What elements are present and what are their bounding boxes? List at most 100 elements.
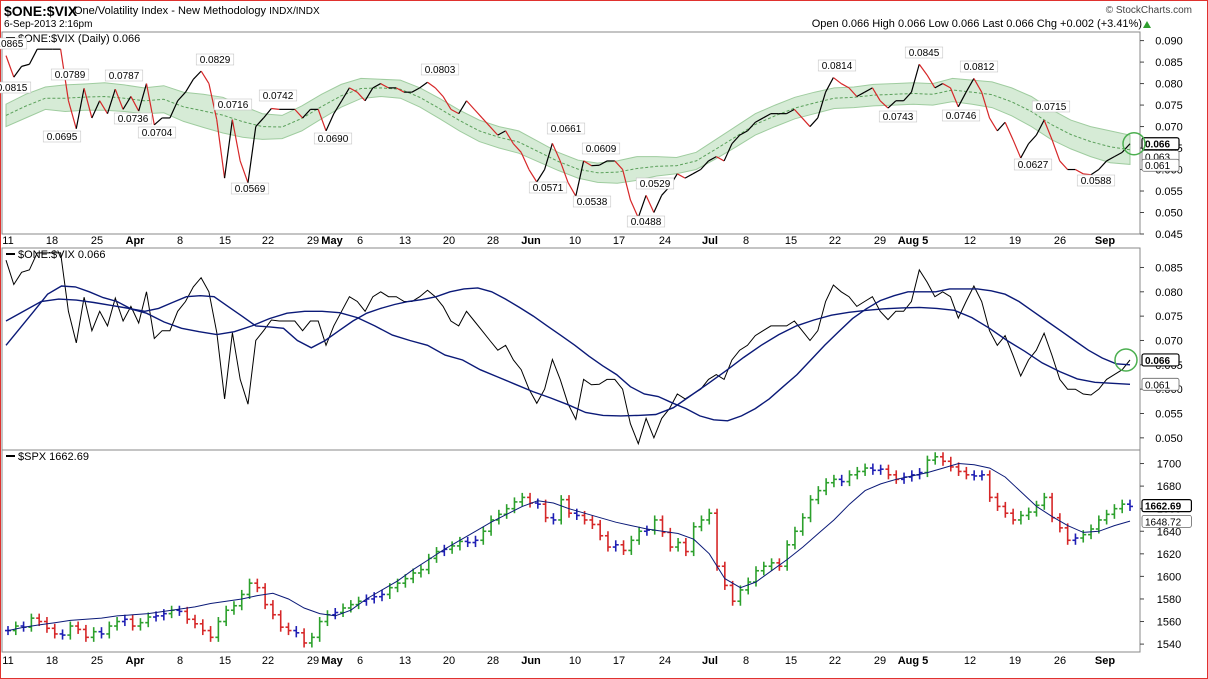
x-tick-label: 15 <box>219 655 231 667</box>
x-tick-label: 8 <box>743 655 749 667</box>
last-value-label: 0.066 <box>1141 353 1180 367</box>
x-tick-label: 20 <box>443 235 455 247</box>
ohlc-bar <box>1119 499 1126 514</box>
annotation-box <box>0 37 28 50</box>
series-segment <box>247 126 257 183</box>
series-segment <box>177 91 186 102</box>
ohlc-bar <box>43 617 50 633</box>
last-value-text: 1662.69 <box>1145 502 1182 513</box>
series-segment <box>856 91 865 97</box>
last-value-box <box>1141 137 1180 151</box>
ohlc-bar <box>885 464 892 480</box>
series-segment <box>840 83 850 89</box>
annotation-label: 0.0789 <box>55 70 86 81</box>
annotation-label: 0.0746 <box>946 111 977 122</box>
ohlc-bar <box>978 470 985 481</box>
last-value-label: 0.061 <box>1141 158 1180 172</box>
series-segment <box>833 77 842 85</box>
series-segment <box>981 91 991 119</box>
annotation-box <box>546 122 586 135</box>
series-segment <box>395 87 405 93</box>
series-segment <box>918 63 928 76</box>
series-segment <box>825 77 834 93</box>
x-tick-label: 29 <box>307 235 319 247</box>
ohlc-bar <box>137 618 144 631</box>
series-segment <box>223 119 233 179</box>
ohlc-bar <box>534 498 541 509</box>
ohlc-bar <box>238 589 245 611</box>
ohlc-bar <box>542 499 549 523</box>
x-tick-label: 8 <box>177 235 183 247</box>
series-segment <box>622 169 632 201</box>
series-segment <box>67 100 77 129</box>
ohlc-bar <box>293 626 300 638</box>
highlight-circle <box>1114 348 1138 372</box>
last-value-text: 0.066 <box>1145 140 1170 151</box>
x-tick-label: Aug 5 <box>898 235 929 247</box>
ohlc-bar <box>643 525 650 536</box>
x-tick-label: 10 <box>569 655 581 667</box>
y-tick-label: 0.055 <box>1155 408 1183 420</box>
series-segment <box>544 143 553 170</box>
credit-text[interactable]: © StockCharts.com <box>1105 5 1192 16</box>
series-segment <box>1106 156 1115 162</box>
ohlc-bar <box>121 614 128 627</box>
series-segment <box>21 63 30 67</box>
ohlc-bar <box>636 526 643 545</box>
y-tick-label: 0.085 <box>1155 262 1183 274</box>
annotation-box <box>572 195 612 208</box>
ohlc-bar <box>589 515 596 529</box>
annotation-label: 0.0815 <box>0 83 28 94</box>
exchange-text: INDX/INDX <box>269 6 320 17</box>
series-segment <box>723 143 733 162</box>
series-segment <box>83 88 93 119</box>
x-tick-label: 25 <box>91 235 103 247</box>
x-tick-label: 17 <box>613 655 625 667</box>
x-tick-label: 19 <box>1009 235 1021 247</box>
series-segment <box>192 70 202 80</box>
series-segment <box>910 64 920 93</box>
x-tick-label: May <box>321 655 343 667</box>
series-segment <box>153 117 163 126</box>
x-tick-label: 13 <box>399 235 411 247</box>
annotation-box <box>137 126 177 139</box>
ohlc-bar <box>1111 504 1118 519</box>
ohlc-bar <box>1127 499 1133 511</box>
ohlc-bar <box>106 621 113 639</box>
series-segment <box>676 173 686 179</box>
annotation-box <box>0 81 32 94</box>
series-segment <box>5 55 15 78</box>
series-segment <box>434 87 444 97</box>
x-tick-label: 11 <box>2 235 13 247</box>
ohlc-bar <box>269 600 276 620</box>
chart-date: 6-Sep-2013 2:16pm <box>4 19 93 30</box>
y-tick-label: 0.050 <box>1155 208 1183 220</box>
x-tick-label: 8 <box>177 655 183 667</box>
series-segment <box>1114 151 1123 158</box>
ohlc-bar <box>12 621 19 636</box>
series-segment <box>942 83 951 89</box>
ohlc-bar <box>1025 507 1032 520</box>
series-segment <box>349 87 358 93</box>
series-segment <box>1043 119 1053 140</box>
series-segment <box>879 100 889 109</box>
panel-title-2: $ONE:$VIX 0.066 <box>18 249 105 261</box>
x-tick-label: 22 <box>262 235 274 247</box>
annotation-box <box>626 215 666 228</box>
annotation-box <box>113 112 153 125</box>
ohlc-bar <box>651 515 658 535</box>
series-segment <box>427 81 436 89</box>
annotation-label: 0.0829 <box>200 55 231 66</box>
ohlc-bar <box>324 610 331 627</box>
ohlc-bar <box>308 632 315 648</box>
ohlc-bar <box>1095 515 1102 534</box>
ohlc-bar <box>815 486 822 505</box>
ohlc-bar <box>1017 510 1024 525</box>
y-tick-label: 1620 <box>1157 549 1181 561</box>
ohlc-bar <box>1010 508 1017 525</box>
series-segment <box>786 108 795 115</box>
ohlc-bar <box>1103 509 1110 525</box>
series-segment <box>497 130 506 136</box>
annotation-box <box>959 60 999 73</box>
y-tick-label: 0.085 <box>1155 57 1183 69</box>
